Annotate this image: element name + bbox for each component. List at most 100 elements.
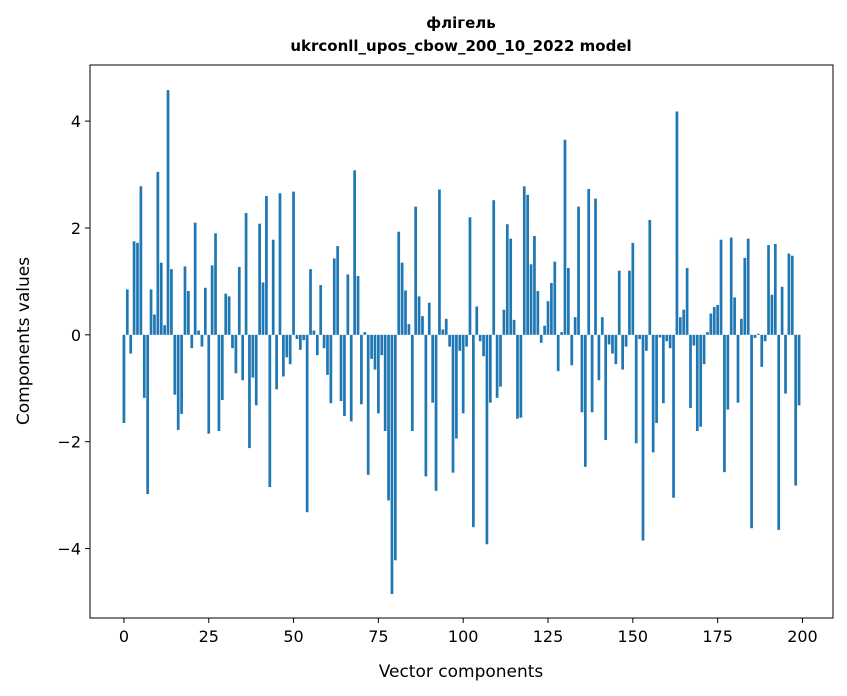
bar [305, 334, 309, 513]
bar [655, 334, 658, 423]
bar [410, 334, 414, 431]
bar [685, 268, 689, 335]
x-tick-label: 200 [787, 627, 818, 646]
bar [750, 334, 753, 529]
y-tick-label: 0 [71, 326, 81, 345]
bar [319, 285, 323, 335]
bar [298, 334, 302, 350]
bar [363, 332, 367, 335]
bar [675, 111, 679, 335]
bar [441, 329, 445, 335]
axes-group: 0 25 50 75 100 125 150 175 200 −4 −2 0 2 4 [57, 64, 834, 646]
bar [166, 90, 170, 335]
bar [451, 334, 455, 473]
bar [285, 334, 289, 358]
bar [611, 334, 614, 354]
bar [668, 334, 672, 349]
bar [651, 334, 655, 453]
bar [163, 325, 166, 335]
bar [563, 139, 567, 335]
bar [448, 334, 451, 347]
bar [740, 318, 743, 335]
bar [173, 334, 177, 395]
bar [210, 265, 214, 335]
bar [136, 242, 139, 335]
bar [312, 330, 316, 335]
bar [665, 334, 669, 342]
bar [275, 334, 278, 390]
bar [645, 334, 648, 351]
bar [617, 270, 621, 335]
y-tick-label: −4 [57, 540, 81, 559]
bar [546, 301, 550, 335]
bar [261, 282, 265, 335]
x-axis-label: Vector components [379, 662, 544, 682]
bar [529, 264, 533, 335]
y-axis-label: Components values [14, 257, 34, 425]
bar [258, 223, 261, 335]
bar [556, 334, 560, 372]
bar [784, 334, 787, 394]
y-tick-label: −2 [57, 433, 81, 452]
bar [265, 195, 268, 335]
bar [244, 213, 248, 335]
bar [658, 334, 662, 338]
bar [190, 334, 194, 349]
x-tick-label: 100 [448, 627, 479, 646]
bar [309, 269, 312, 335]
bar [770, 294, 774, 335]
bar [543, 325, 546, 335]
bar [444, 318, 448, 335]
bar [404, 290, 407, 335]
bar [295, 334, 299, 340]
bar [231, 334, 234, 349]
bar [621, 334, 625, 370]
bar [122, 334, 126, 423]
bar [533, 235, 536, 335]
bar [672, 334, 675, 498]
bar [499, 334, 502, 387]
bar [458, 334, 462, 351]
bar [502, 309, 506, 335]
x-tick-label: 0 [119, 627, 129, 646]
x-tick-label: 175 [702, 627, 733, 646]
bar [380, 334, 384, 356]
bar [723, 334, 726, 473]
bar [224, 293, 228, 335]
bar [241, 334, 245, 381]
bar [302, 334, 306, 341]
bar [590, 334, 594, 413]
bar [468, 217, 472, 335]
bar [417, 296, 421, 335]
bar [349, 334, 353, 422]
bar [689, 334, 692, 409]
bar [200, 334, 204, 347]
bar [628, 270, 631, 335]
bar [624, 334, 628, 347]
bar [580, 334, 584, 413]
bar [156, 171, 160, 335]
plot-frame [89, 64, 834, 619]
bar [343, 334, 346, 417]
bar [125, 289, 129, 335]
bar [237, 266, 241, 335]
x-tick-label: 25 [199, 627, 219, 646]
bar [407, 324, 411, 335]
bar [746, 238, 750, 335]
bar [736, 334, 740, 403]
bar [424, 334, 428, 477]
bar [743, 257, 747, 335]
bars-group [122, 90, 801, 594]
x-tick-label: 150 [618, 627, 649, 646]
y-tick-label: 4 [71, 112, 81, 131]
bar [393, 334, 397, 561]
bar [729, 237, 733, 335]
bar [594, 198, 597, 335]
x-tick-label: 125 [533, 627, 564, 646]
bar [648, 219, 652, 335]
bar [475, 306, 479, 335]
bar [214, 233, 217, 335]
bar [288, 334, 292, 365]
bar [678, 317, 682, 335]
